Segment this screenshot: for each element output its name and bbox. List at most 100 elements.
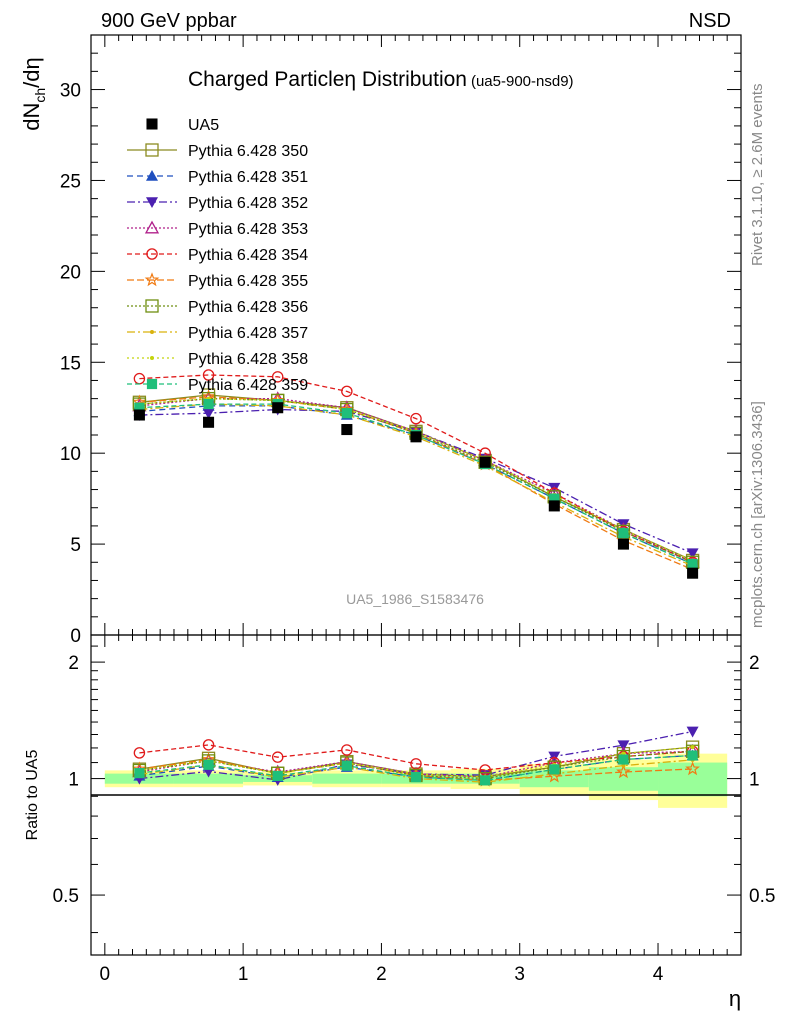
x-tick-label: 1 bbox=[238, 964, 249, 985]
ratio-series-group bbox=[132, 726, 700, 787]
ratio-line-5 bbox=[139, 744, 693, 771]
legend-marker bbox=[144, 272, 160, 287]
data-point bbox=[479, 456, 491, 468]
data-point bbox=[548, 500, 560, 512]
y-tick-label: 5 bbox=[70, 535, 81, 556]
header-right: NSD bbox=[689, 10, 731, 32]
series-point-5 bbox=[271, 371, 284, 383]
ratio-point-10 bbox=[687, 750, 698, 761]
analysis-id: UA5_1986_S1583476 bbox=[346, 591, 484, 607]
ratio-point-10 bbox=[618, 754, 629, 765]
x-tick-label: 4 bbox=[653, 964, 664, 985]
y-tick-label: 30 bbox=[60, 81, 81, 102]
y-tick-label: 10 bbox=[60, 444, 81, 465]
legend-marker bbox=[146, 118, 158, 130]
y-axis-label-suffix: /dη bbox=[19, 57, 44, 88]
legend-marker bbox=[145, 143, 159, 157]
series-point-10 bbox=[618, 528, 629, 539]
legend-label: Pythia 6.428 354 bbox=[188, 247, 308, 264]
legend-marker bbox=[146, 197, 158, 208]
x-tick-label: 0 bbox=[100, 964, 111, 985]
ratio-point-8 bbox=[621, 763, 626, 768]
legend-label: Pythia 6.428 357 bbox=[188, 325, 308, 342]
y-tick-label: 15 bbox=[60, 353, 81, 374]
chart-title-suffix: (ua5-900-nsd9) bbox=[471, 73, 574, 90]
ratio-point-9 bbox=[690, 745, 695, 750]
legend-marker bbox=[145, 299, 159, 313]
series-point-5 bbox=[410, 412, 422, 425]
y-axis-label-sub: ch bbox=[32, 88, 48, 103]
y-tick-label: 25 bbox=[60, 171, 81, 192]
series-point-10 bbox=[341, 408, 352, 419]
ratio-tick-label-right: 2 bbox=[749, 653, 760, 674]
data-point bbox=[341, 424, 353, 436]
ratio-point-10 bbox=[134, 768, 145, 779]
side-text-bottom: mcplots.cern.ch [arXiv:1306.3436] bbox=[749, 401, 766, 628]
legend-label: UA5 bbox=[188, 117, 219, 134]
legend-marker bbox=[150, 356, 154, 360]
legend-label: Pythia 6.428 352 bbox=[188, 195, 308, 212]
legend-label: Pythia 6.428 351 bbox=[188, 169, 308, 186]
ratio-point-10 bbox=[410, 771, 422, 783]
series-point-3 bbox=[686, 548, 699, 560]
legend-label: Pythia 6.428 359 bbox=[188, 377, 308, 394]
data-point bbox=[272, 402, 284, 414]
series-point-10 bbox=[549, 493, 560, 504]
series-line-9 bbox=[139, 397, 693, 562]
ratio-tick-label: 2 bbox=[68, 653, 79, 674]
ratio-line-8 bbox=[139, 759, 693, 783]
ratio-point-6 bbox=[616, 764, 631, 779]
ratio-point-3 bbox=[686, 726, 699, 738]
ratio-point-5 bbox=[202, 739, 215, 751]
ratio-y-axis-label: Ratio to UA5 bbox=[24, 750, 41, 841]
series-point-10 bbox=[134, 402, 145, 413]
ratio-point-10 bbox=[549, 764, 560, 775]
ratio-point-6 bbox=[685, 761, 700, 776]
data-point bbox=[687, 567, 699, 579]
ratio-point-10 bbox=[272, 770, 283, 782]
data-point bbox=[133, 409, 145, 421]
ratio-point-10 bbox=[480, 775, 491, 786]
ratio-band-inner bbox=[312, 773, 382, 784]
ratio-tick-label: 0.5 bbox=[53, 886, 79, 907]
axes-group: 0 1 2 3 4 0 5 10 15 20 25 30 0.5 0.5 1 1 2 2 bbox=[53, 34, 775, 985]
ratio-tick-label-right: 1 bbox=[749, 770, 760, 791]
legend-marker bbox=[144, 220, 160, 234]
series-point-10 bbox=[203, 398, 214, 410]
ratio-point-3 bbox=[617, 740, 630, 752]
data-point bbox=[203, 416, 215, 428]
header-left: 900 GeV ppbar bbox=[101, 10, 237, 32]
ratio-point-5 bbox=[271, 751, 284, 763]
ratio-panel-frame bbox=[90, 634, 742, 956]
legend-label: Pythia 6.428 356 bbox=[188, 299, 308, 316]
legend-marker bbox=[146, 170, 158, 181]
y-axis-label-main: dN bbox=[19, 103, 44, 131]
series-point-5 bbox=[202, 369, 215, 381]
legend: UA5 Pythia 6.428 350 Pythia 6.428 351 Pythi… bbox=[127, 117, 308, 394]
data-point bbox=[410, 431, 422, 443]
y-tick-label: 20 bbox=[60, 262, 81, 283]
ratio-point-5 bbox=[341, 744, 353, 756]
x-tick-label: 3 bbox=[514, 964, 525, 985]
chart-title-main: Charged Particleη Distribution bbox=[188, 68, 467, 91]
ratio-point-10 bbox=[341, 760, 352, 771]
legend-marker bbox=[146, 378, 158, 390]
ratio-band-inner bbox=[173, 773, 244, 784]
x-axis-label: η bbox=[729, 986, 741, 1011]
legend-label: Pythia 6.428 358 bbox=[188, 351, 308, 368]
ratio-tick-label-right: 0.5 bbox=[749, 886, 775, 907]
ratio-point-10 bbox=[203, 759, 214, 770]
legend-marker bbox=[150, 330, 154, 334]
ratio-line-10 bbox=[139, 754, 693, 782]
chart-title: Charged Particleη Distribution (ua5-900-n… bbox=[188, 68, 574, 91]
main-series-group bbox=[132, 369, 700, 579]
x-tick-label: 2 bbox=[376, 964, 387, 985]
series-line-6 bbox=[139, 396, 693, 571]
series-point-10 bbox=[687, 558, 698, 570]
ratio-band-inner bbox=[658, 762, 728, 797]
y-tick-label: 0 bbox=[70, 626, 81, 647]
data-point bbox=[617, 538, 629, 550]
ratio-line-9 bbox=[139, 746, 693, 778]
legend-marker bbox=[146, 248, 158, 260]
ratio-tick-label: 1 bbox=[68, 770, 79, 791]
